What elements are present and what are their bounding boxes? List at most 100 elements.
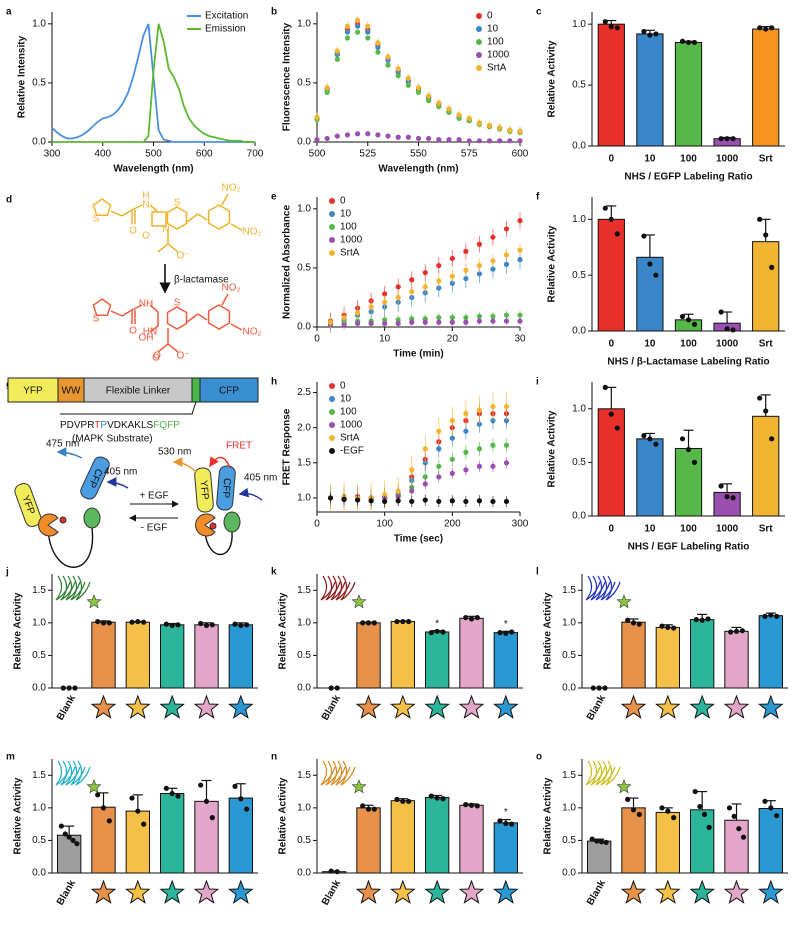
- replicate-point: [614, 25, 620, 31]
- replicate-point: [141, 619, 147, 625]
- x-axis-title: NHS / EGF Labeling Ratio: [628, 542, 750, 553]
- category-star: [193, 879, 220, 904]
- replicate-point: [468, 616, 475, 622]
- replicate-point: [614, 231, 620, 237]
- replicate-point: [163, 785, 169, 791]
- point: [395, 134, 401, 140]
- point: [365, 131, 371, 137]
- panel-letter: j: [5, 567, 9, 578]
- atom-label: N: [162, 225, 169, 236]
- replicate-point: [692, 788, 698, 795]
- protein-icon: [595, 760, 611, 786]
- point: [476, 313, 482, 319]
- protein-icon: [605, 575, 621, 601]
- diagram-d: d β-lactamase SNHOSNOO⁻NO₂NO₂SNHOOHOSHNO…: [6, 183, 262, 364]
- significance: *: [435, 618, 439, 629]
- replicate-point: [135, 618, 141, 625]
- protein-icon: [585, 760, 601, 786]
- replicate-point: [726, 805, 733, 811]
- legend-label: 100: [487, 37, 504, 48]
- x-tick-label: 0: [609, 154, 615, 165]
- point: [456, 112, 462, 118]
- point: [476, 463, 482, 469]
- replicate-point: [739, 628, 745, 634]
- point: [463, 467, 469, 473]
- bar: [586, 840, 612, 874]
- replicate-point: [647, 32, 653, 38]
- point: [490, 463, 496, 469]
- x-tick-label: Blank: [585, 878, 608, 907]
- point: [507, 127, 513, 133]
- replicate-point: [474, 803, 480, 809]
- atom-label: S: [174, 298, 181, 309]
- y-tick-label: 1.0: [297, 617, 311, 628]
- point: [490, 234, 496, 240]
- bar: [752, 241, 780, 332]
- bar: [636, 256, 664, 332]
- replicate-point: [334, 685, 340, 691]
- panel: f 0.0 0.5 1.0 Relative Activity 0 10 100 1000 Srt…: [536, 192, 785, 368]
- replicate-point: [641, 28, 647, 35]
- protein-icon: [325, 760, 341, 786]
- point: [476, 271, 482, 277]
- x-tick-label: 0: [314, 519, 320, 530]
- bar: [655, 626, 681, 689]
- legend-swatch: [329, 435, 335, 441]
- bar: [91, 621, 116, 689]
- point: [395, 320, 401, 327]
- point: [497, 125, 503, 131]
- domain-label: Flexible Linker: [106, 386, 171, 397]
- bar: [159, 624, 185, 689]
- point: [517, 138, 523, 144]
- replicate-point: [175, 793, 181, 799]
- x-tick-label: Srt: [759, 154, 774, 165]
- bond: [197, 313, 208, 321]
- category-star: [424, 879, 450, 904]
- x-tick-label: 600: [196, 149, 213, 160]
- point: [409, 488, 415, 494]
- emission-arrow: [56, 447, 83, 459]
- y-tick-label: 1.0: [572, 403, 586, 414]
- y-tick-label: 0.5: [297, 650, 311, 661]
- point: [409, 277, 415, 283]
- bond: [149, 204, 159, 213]
- point: [334, 56, 340, 62]
- atom-label: N: [142, 200, 149, 211]
- point: [382, 291, 388, 297]
- replicate-point: [198, 782, 204, 788]
- point: [382, 320, 388, 327]
- replicate-point: [244, 622, 250, 628]
- atom-label: H: [142, 191, 149, 202]
- bar: [424, 796, 450, 874]
- replicate-point: [769, 264, 775, 270]
- point: [449, 314, 455, 321]
- replicate-point: [106, 818, 112, 824]
- replicate-point: [665, 624, 671, 631]
- category-star: [689, 879, 715, 904]
- replicate-point: [406, 618, 412, 625]
- replicate-point: [699, 617, 705, 623]
- replicate-point: [653, 272, 659, 278]
- replicate-point: [503, 820, 509, 827]
- point: [449, 418, 455, 424]
- bar: [724, 630, 749, 689]
- replicate-point: [653, 31, 659, 37]
- replicate-point: [440, 796, 446, 802]
- replicate-point: [589, 836, 595, 842]
- point: [449, 319, 455, 325]
- bar: [674, 447, 703, 517]
- replicate-point: [209, 622, 215, 628]
- legend-label: Emission: [205, 24, 246, 35]
- x-tick-label: 300: [512, 519, 529, 530]
- legend-label: 10: [340, 394, 352, 405]
- point: [503, 498, 510, 505]
- bar: [356, 807, 381, 874]
- point: [368, 304, 374, 310]
- replicate-point: [328, 685, 334, 691]
- atom-label: O⁻: [176, 351, 189, 362]
- sequence: PDVPRTPVDKAKLSFQFP: [60, 420, 180, 431]
- panel: b 0.0 0.5 1.0 Fluorescence Intensity 500 525 55…: [271, 7, 529, 175]
- category-star: [355, 879, 382, 904]
- ring: [92, 298, 112, 317]
